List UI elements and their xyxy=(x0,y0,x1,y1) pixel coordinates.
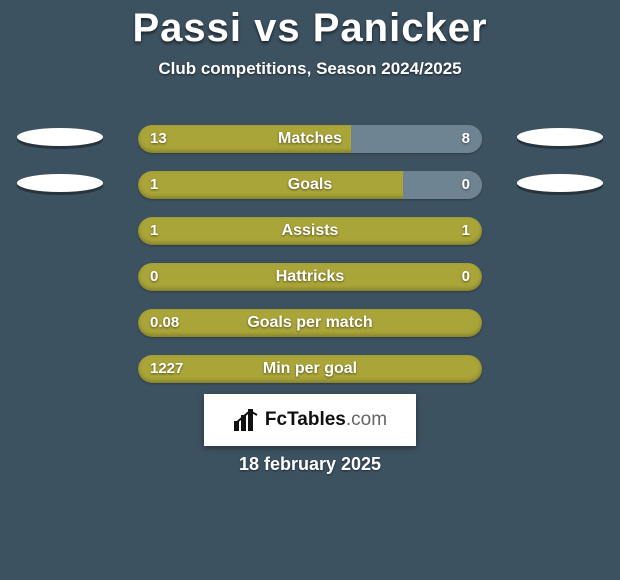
stat-row: 11Assists xyxy=(0,207,620,253)
stat-label: Matches xyxy=(138,125,482,153)
logo-text-bold: FcTables xyxy=(265,409,346,430)
logo-text-light: .com xyxy=(346,409,387,430)
stat-row: 1227Min per goal xyxy=(0,345,620,391)
fctables-logo: FcTables.com xyxy=(204,394,416,446)
stats-area: 138Matches10Goals11Assists00Hattricks0.0… xyxy=(0,115,620,391)
player-chip-left xyxy=(15,126,105,150)
date-line: 18 february 2025 xyxy=(0,454,620,475)
player-chip-right xyxy=(515,126,605,150)
stat-label: Min per goal xyxy=(138,355,482,383)
player-chip-left xyxy=(15,172,105,196)
stat-row: 0.08Goals per match xyxy=(0,299,620,345)
bars-icon xyxy=(233,409,259,431)
player-chip-right xyxy=(515,172,605,196)
page-title: Passi vs Panicker xyxy=(0,0,620,51)
stat-row: 138Matches xyxy=(0,115,620,161)
stat-label: Goals xyxy=(138,171,482,199)
logo-text: FcTables.com xyxy=(265,409,387,431)
stat-label: Goals per match xyxy=(138,309,482,337)
stat-label: Hattricks xyxy=(138,263,482,291)
page-subtitle: Club competitions, Season 2024/2025 xyxy=(0,59,620,79)
stat-label: Assists xyxy=(138,217,482,245)
stat-row: 10Goals xyxy=(0,161,620,207)
stat-row: 00Hattricks xyxy=(0,253,620,299)
